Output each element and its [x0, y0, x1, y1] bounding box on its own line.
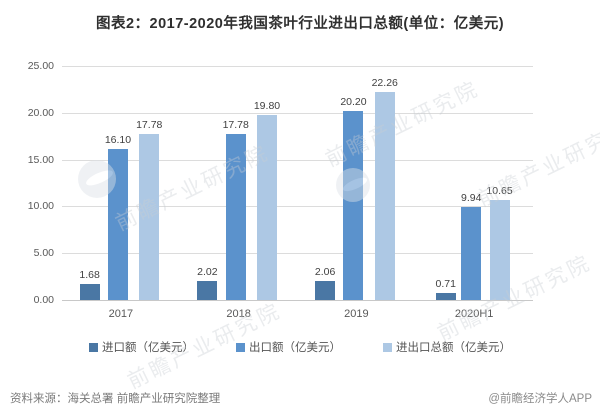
x-tick-label: 2017 [108, 308, 134, 320]
bar [461, 206, 482, 300]
legend-marker [383, 342, 392, 352]
legend-label: 进口额（亿美元） [102, 342, 194, 354]
bar-value-label: 17.78 [136, 118, 163, 131]
x-tick-label: 2018 [226, 308, 251, 320]
bar-value-label: 2.02 [197, 266, 218, 279]
plot-area: 1.68 16.10 17.78 2.02 17.78 19.80 2.06 20.20 22.… [62, 66, 533, 301]
x-axis-labels: 2017 2018 2019 2020H1 [62, 308, 533, 320]
bar-cell: 1.68 [79, 66, 100, 300]
legend-item: 进口额（亿美元） [89, 339, 194, 355]
bar [315, 280, 336, 300]
legend-label: 进出口总额（亿美元） [396, 342, 511, 354]
bar-cell: 22.26 [372, 66, 398, 300]
bar [374, 91, 395, 300]
bar-value-label: 0.71 [435, 278, 456, 291]
bar [343, 110, 364, 300]
bar-value-label: 22.26 [371, 76, 398, 89]
bar-cell: 16.10 [105, 66, 131, 300]
bar-cell: 20.20 [340, 66, 367, 300]
gridline [62, 66, 533, 67]
legend: 进口额（亿美元） 出口额（亿美元） 进出口总额（亿美元） [0, 339, 600, 355]
gridline [62, 159, 533, 161]
y-tick-label: 20.00 [27, 106, 54, 119]
gridline [62, 206, 533, 208]
bar-value-label: 9.94 [460, 191, 482, 204]
bar [225, 133, 246, 300]
bar [139, 133, 160, 300]
bar-groups: 1.68 16.10 17.78 2.02 17.78 19.80 2.06 20.20 22.… [62, 66, 533, 300]
y-tick-label: 5.00 [33, 247, 54, 260]
gridline [62, 112, 533, 114]
legend-marker [89, 342, 98, 352]
bar-value-label: 10.65 [486, 185, 513, 198]
source-note: 资料来源：海关总署 前瞻产业研究院整理 [10, 393, 221, 405]
bar-group-2020H1: 0.71 9.94 10.65 [415, 66, 533, 300]
legend-marker [236, 342, 245, 352]
bar-cell: 0.71 [436, 66, 456, 300]
bar-cell: 9.94 [461, 66, 481, 300]
bar [107, 149, 128, 300]
chart-title: 图表2：2017-2020年我国茶叶行业进出口总额(单位：亿美元) [95, 16, 505, 32]
bar-cell: 2.06 [315, 66, 335, 300]
bar-value-label: 16.10 [104, 134, 132, 147]
bar-cell: 10.65 [486, 66, 513, 300]
x-tick-label: 2020H1 [454, 308, 494, 320]
bar [197, 281, 218, 300]
copyright-credit: @前瞻经济学人APP [488, 393, 592, 405]
legend-label: 出口额（亿美元） [249, 342, 341, 354]
bar-group-2019: 2.06 20.20 22.26 [298, 66, 416, 300]
bar [489, 200, 510, 300]
bar [79, 284, 100, 300]
bar-cell: 19.80 [254, 66, 280, 300]
bar-value-label: 17.78 [222, 118, 249, 131]
bar-group-2018: 2.02 17.78 19.80 [180, 66, 298, 300]
x-tick-label: 2019 [344, 308, 369, 320]
y-tick-label: 15.00 [27, 153, 54, 166]
bar-value-label: 19.80 [253, 99, 281, 112]
bar [256, 114, 277, 300]
legend-item: 出口额（亿美元） [236, 339, 341, 355]
bar-cell: 2.02 [197, 66, 218, 300]
legend-item: 进出口总额（亿美元） [383, 339, 511, 355]
gridline [62, 300, 533, 301]
bar-value-label: 20.20 [340, 95, 367, 108]
bar-cell: 17.78 [223, 66, 249, 300]
bar-value-label: 1.68 [79, 269, 100, 282]
y-tick-label: 10.00 [27, 200, 54, 213]
y-tick-label: 0.00 [33, 294, 54, 306]
bar-value-label: 2.06 [314, 265, 336, 278]
y-tick-label: 25.00 [27, 60, 54, 72]
gridline [62, 253, 533, 255]
bar-cell: 17.78 [136, 66, 162, 300]
bar [435, 293, 456, 300]
bar-group-2017: 1.68 16.10 17.78 [62, 66, 180, 300]
